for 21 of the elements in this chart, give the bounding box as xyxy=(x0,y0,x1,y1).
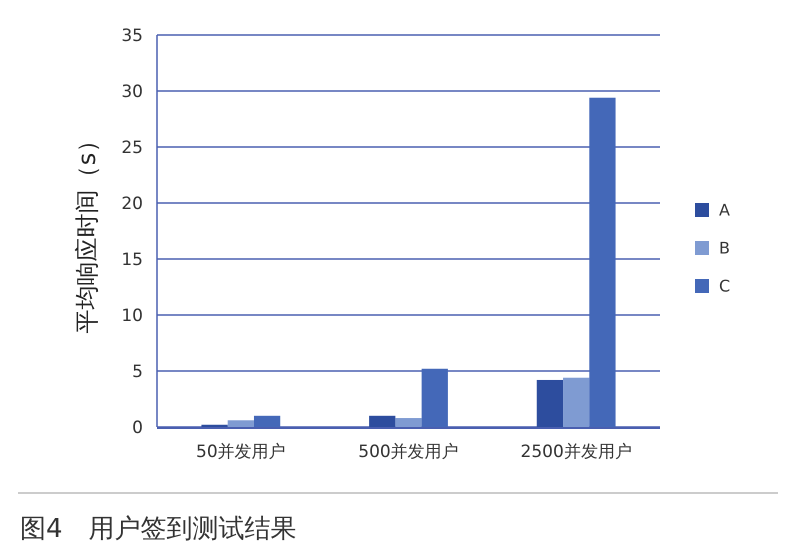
x-tick-label: 500并发用户 xyxy=(358,442,459,462)
bar xyxy=(563,378,590,427)
y-tick-label: 15 xyxy=(121,250,143,270)
bar xyxy=(536,380,564,427)
y-axis-title: 平均响应时间（s） xyxy=(73,128,101,334)
x-tick-label: 50并发用户 xyxy=(196,442,286,462)
caption: 图4 用户签到测试结果 xyxy=(20,514,297,544)
legend-label: B xyxy=(719,238,730,258)
bar xyxy=(395,418,422,427)
y-tick-label: 5 xyxy=(132,362,143,382)
bar xyxy=(369,416,396,427)
y-tick-label: 20 xyxy=(121,194,143,214)
y-tick-label: 25 xyxy=(121,138,143,158)
y-tick-label: 35 xyxy=(121,26,143,46)
x-tick-label: 2500并发用户 xyxy=(520,442,632,462)
legend-label: C xyxy=(719,276,730,296)
y-tick-label: 30 xyxy=(121,82,143,102)
y-tick-label: 10 xyxy=(121,306,143,326)
bar xyxy=(228,420,254,427)
legend-label: A xyxy=(719,200,730,220)
y-tick-label: 0 xyxy=(132,418,143,438)
